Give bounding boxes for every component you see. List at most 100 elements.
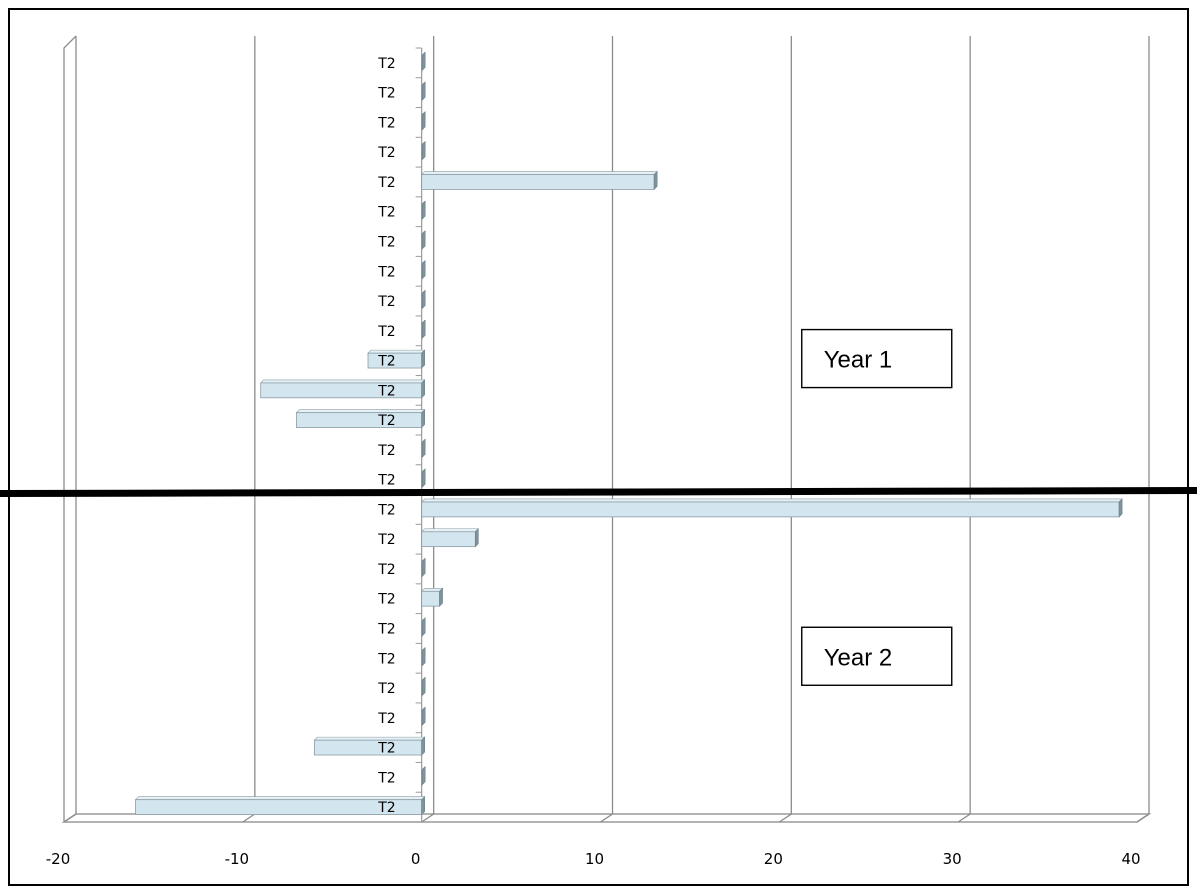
x-tick-label: 40 [1121, 850, 1140, 868]
category-label: T2 [377, 235, 395, 251]
grid-layer [61, 35, 1152, 823]
bar-side-face [421, 289, 426, 310]
bar [420, 438, 426, 459]
bar [420, 260, 426, 280]
bar-side-face [421, 230, 426, 250]
category-label: T2 [377, 443, 395, 459]
gridline [1136, 36, 1150, 823]
category-label: T2 [377, 383, 395, 399]
bar [420, 766, 426, 786]
bar-side-face [421, 468, 426, 488]
bar [420, 528, 480, 548]
bars-layer [134, 51, 1123, 816]
bar-side-face [421, 617, 426, 637]
category-label: T2 [377, 532, 395, 548]
bar [420, 647, 426, 667]
category-label: T2 [377, 324, 395, 340]
bar-side-face [421, 408, 425, 429]
bar-front-face [421, 531, 476, 548]
bar-side-face [421, 81, 426, 101]
category-label: T2 [377, 145, 395, 161]
bar-front-face [421, 590, 440, 607]
annotation-layer: Year 1 Year 2 [0, 328, 1197, 686]
annotation-text: Year 1 [824, 347, 893, 374]
bar [420, 51, 426, 72]
annotation-box: Year 2 [801, 626, 953, 686]
bar-side-face [421, 260, 426, 280]
bar-side-face [421, 766, 426, 786]
gridline [242, 36, 256, 823]
bar [420, 706, 426, 726]
bar-side-face [421, 557, 426, 578]
bar-top-face [420, 528, 480, 533]
x-tick-label: -20 [46, 850, 71, 868]
gridline [421, 36, 435, 823]
bar-side-face [421, 200, 426, 220]
bar-side-face [421, 379, 425, 399]
bar [367, 349, 426, 369]
category-label: T2 [377, 711, 395, 727]
labels-layer: -20 -10 0 10 20 30 40 T2 T2 T2 T2 T2 T2 T2 T2 T2 T2 T2 T2 T… [46, 56, 1141, 868]
bar-side-face [439, 587, 443, 607]
bar-top-face [367, 349, 426, 354]
bar-front-face [260, 382, 423, 399]
bar [420, 111, 426, 131]
left-wall [63, 35, 77, 822]
bar [420, 81, 426, 101]
annotation-text: Year 2 [824, 644, 893, 671]
bar [134, 795, 426, 816]
bar-top-face [295, 409, 426, 413]
bar-side-face [475, 528, 479, 548]
bar-side-face [421, 51, 426, 72]
category-label: T2 [377, 741, 395, 757]
category-label: T2 [377, 622, 395, 638]
bar [420, 230, 426, 250]
bar-front-face [421, 174, 655, 190]
bar [420, 141, 426, 161]
bar-side-face [421, 111, 426, 131]
category-label: T2 [377, 473, 395, 489]
bar-side-face [421, 736, 425, 756]
bar-side-face [421, 706, 426, 726]
bar-front-face [296, 412, 423, 428]
bar [420, 557, 426, 578]
bar [420, 319, 426, 339]
category-label: T2 [377, 800, 395, 816]
bar-side-face [421, 319, 426, 339]
bar [420, 587, 444, 607]
bar [420, 676, 426, 697]
bar-side-face [1118, 498, 1123, 518]
category-label: T2 [377, 56, 395, 72]
bar-side-face [421, 647, 426, 667]
bar [420, 498, 1123, 518]
bar-top-face [259, 379, 426, 384]
category-label: T2 [377, 562, 395, 578]
bar [295, 408, 426, 429]
gridline [778, 36, 792, 823]
x-tick-label: -10 [225, 850, 250, 868]
x-tick-label: 10 [585, 850, 604, 868]
bar-side-face [653, 170, 658, 191]
gridline [957, 36, 971, 823]
category-label: T2 [377, 294, 395, 310]
bar-side-face [421, 795, 425, 816]
category-label: T2 [377, 354, 395, 370]
bar [420, 617, 426, 637]
bar-side-face [421, 349, 425, 369]
category-label: T2 [377, 413, 395, 429]
bar-top-face [420, 171, 658, 175]
category-label: T2 [377, 592, 395, 608]
bar [420, 200, 426, 220]
bar-top-face [313, 736, 426, 741]
category-label: T2 [377, 205, 395, 221]
year-divider-line [0, 487, 1197, 498]
annotation-frame [801, 328, 953, 389]
category-label: T2 [377, 115, 395, 131]
bar-top-face [420, 587, 444, 592]
bar [420, 170, 658, 191]
annotation-box: Year 1 [801, 328, 953, 389]
x-tick-label: 0 [411, 850, 421, 868]
bar-side-face [421, 676, 426, 697]
gridline [63, 36, 77, 823]
